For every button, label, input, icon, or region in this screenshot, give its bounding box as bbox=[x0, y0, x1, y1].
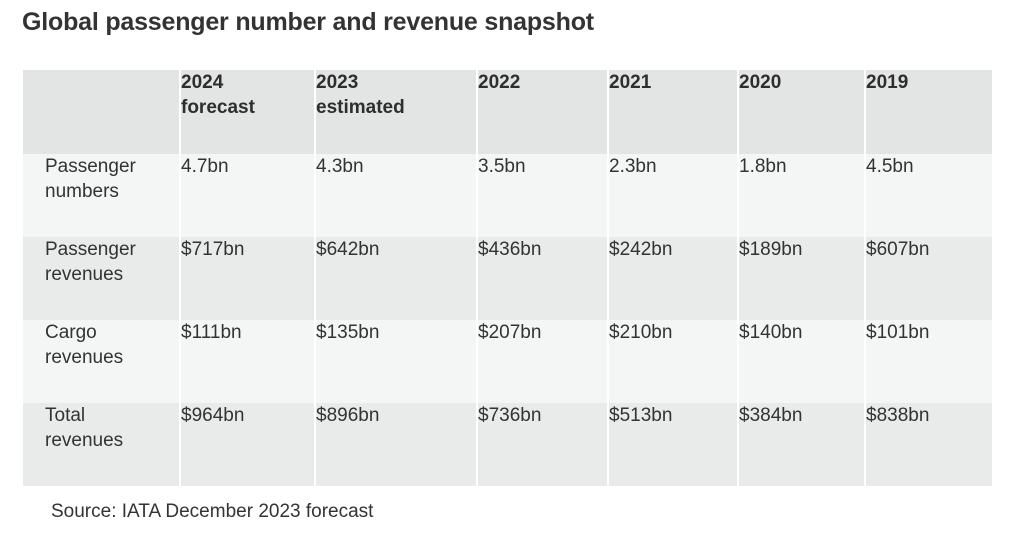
value-cell: 2.3bn bbox=[607, 154, 739, 237]
value-cell: 4.5bn bbox=[864, 154, 992, 237]
header-year: 2020 bbox=[739, 72, 782, 93]
value-cell: $111bn bbox=[179, 320, 316, 403]
value-cell: $964bn bbox=[179, 403, 316, 486]
row-label-cell: Cargo revenues bbox=[23, 320, 181, 403]
header-cell-2019: 2019 bbox=[864, 70, 992, 154]
table-row-passenger-numbers: Passenger numbers 4.7bn 4.3bn 3.5bn 2.3b… bbox=[23, 154, 992, 237]
header-year: 2021 bbox=[609, 72, 652, 93]
page-title: Global passenger number and revenue snap… bbox=[22, 8, 594, 36]
value-cell: $717bn bbox=[179, 237, 316, 320]
value-cell: $642bn bbox=[314, 237, 478, 320]
value-cell: 1.8bn bbox=[737, 154, 866, 237]
value-cell: 4.7bn bbox=[179, 154, 316, 237]
header-cell-2023: 2023 estimated bbox=[314, 70, 478, 154]
value-cell: 4.3bn bbox=[314, 154, 478, 237]
header-qualifier: estimated bbox=[316, 97, 405, 118]
value-cell: $896bn bbox=[314, 403, 478, 486]
header-year: 2024 bbox=[181, 72, 224, 93]
snapshot-table: 2024 forecast 2023 estimated 2022 2021 2… bbox=[23, 70, 992, 486]
row-label-line2: revenues bbox=[45, 347, 124, 368]
header-corner-cell bbox=[23, 70, 181, 154]
row-label-line1: Total bbox=[45, 405, 86, 426]
value-cell: $140bn bbox=[737, 320, 866, 403]
table-header-row: 2024 forecast 2023 estimated 2022 2021 2… bbox=[23, 70, 992, 154]
header-year: 2022 bbox=[478, 72, 521, 93]
table-row-total-revenues: Total revenues $964bn $896bn $736bn $513… bbox=[23, 403, 992, 486]
header-cell-2022: 2022 bbox=[476, 70, 609, 154]
header-cell-2021: 2021 bbox=[607, 70, 739, 154]
value-cell: $207bn bbox=[476, 320, 609, 403]
header-cell-2024: 2024 forecast bbox=[179, 70, 316, 154]
row-label-cell: Passenger numbers bbox=[23, 154, 181, 237]
header-cell-2020: 2020 bbox=[737, 70, 866, 154]
value-cell: $607bn bbox=[864, 237, 992, 320]
value-cell: $189bn bbox=[737, 237, 866, 320]
row-label-cell: Total revenues bbox=[23, 403, 181, 486]
row-label-cell: Passenger revenues bbox=[23, 237, 181, 320]
value-cell: $736bn bbox=[476, 403, 609, 486]
header-year: 2019 bbox=[866, 72, 909, 93]
value-cell: 3.5bn bbox=[476, 154, 609, 237]
row-label-line1: Passenger bbox=[45, 156, 136, 177]
table-row-cargo-revenues: Cargo revenues $111bn $135bn $207bn $210… bbox=[23, 320, 992, 403]
row-label-line2: numbers bbox=[45, 181, 119, 202]
header-year: 2023 bbox=[316, 72, 359, 93]
table-row-passenger-revenues: Passenger revenues $717bn $642bn $436bn … bbox=[23, 237, 992, 320]
value-cell: $384bn bbox=[737, 403, 866, 486]
header-qualifier: forecast bbox=[181, 97, 255, 118]
value-cell: $242bn bbox=[607, 237, 739, 320]
value-cell: $101bn bbox=[864, 320, 992, 403]
row-label-line1: Passenger bbox=[45, 239, 136, 260]
value-cell: $210bn bbox=[607, 320, 739, 403]
row-label-line2: revenues bbox=[45, 264, 124, 285]
value-cell: $135bn bbox=[314, 320, 478, 403]
value-cell: $838bn bbox=[864, 403, 992, 486]
source-note: Source: IATA December 2023 forecast bbox=[51, 501, 374, 522]
value-cell: $513bn bbox=[607, 403, 739, 486]
row-label-line1: Cargo bbox=[45, 322, 97, 343]
row-label-line2: revenues bbox=[45, 430, 124, 451]
value-cell: $436bn bbox=[476, 237, 609, 320]
